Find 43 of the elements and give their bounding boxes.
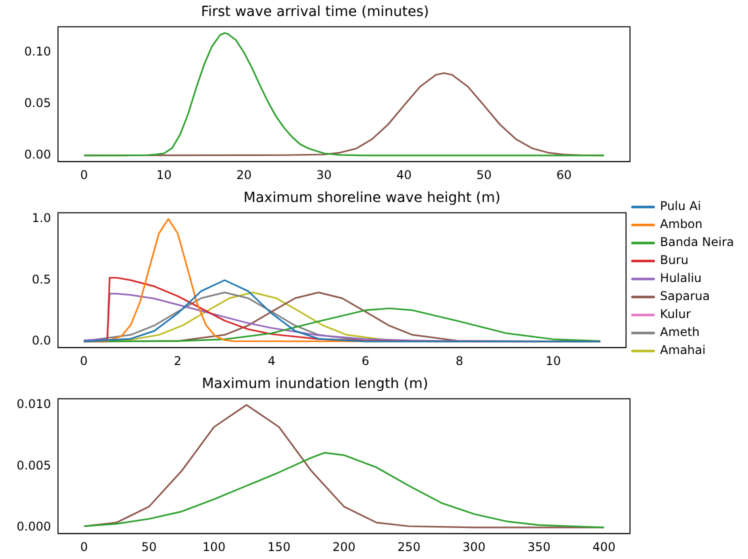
x-tick-label: 250 [398, 540, 420, 554]
legend-label: Hulaliu [660, 271, 702, 286]
x-tick-label: 10 [546, 354, 561, 368]
x-tick-label: 8 [456, 354, 464, 368]
y-tick-label: 1.0 [32, 211, 51, 226]
x-tick-label: 50 [141, 540, 157, 554]
legend-label: Banda Neira [660, 235, 734, 250]
x-tick-label: 150 [268, 540, 290, 554]
x-tick-label: 10 [156, 168, 172, 182]
x-tick-label: 6 [362, 354, 370, 368]
y-tick-label: 0.05 [24, 96, 51, 110]
x-tick-label: 100 [202, 540, 226, 554]
x-tick-label: 0 [80, 354, 88, 368]
y-tick-label: 0.005 [16, 458, 51, 472]
legend-label: Saparua [660, 289, 710, 304]
x-tick-label: 20 [236, 168, 252, 182]
x-tick-label: 50 [476, 168, 492, 182]
legend-label: Amahai [660, 343, 706, 358]
x-tick-label: 300 [462, 540, 486, 554]
y-tick-label: 0.00 [24, 148, 51, 162]
legend-label: Kulur [660, 307, 691, 322]
x-tick-label: 400 [592, 540, 616, 554]
y-tick-label: 0.5 [32, 272, 51, 286]
x-tick-label: 200 [332, 540, 356, 554]
x-tick-label: 0 [80, 168, 88, 182]
x-tick-label: 30 [316, 168, 332, 182]
chart-title: First wave arrival time (minutes) [201, 4, 429, 20]
legend-label: Buru [660, 253, 688, 268]
x-tick-label: 4 [268, 354, 276, 368]
x-tick-label: 2 [174, 354, 182, 368]
chart-title: Maximum shoreline wave height (m) [244, 190, 500, 206]
chart-title: Maximum inundation length (m) [202, 376, 428, 392]
legend-label: Ameth [660, 325, 700, 340]
x-tick-label: 40 [396, 168, 412, 182]
legend-label: Pulu Ai [660, 199, 701, 214]
y-tick-label: 0.010 [16, 397, 51, 412]
y-tick-label: 0.10 [24, 44, 51, 59]
legend-label: Ambon [660, 217, 703, 232]
y-tick-label: 0.000 [16, 520, 51, 534]
x-tick-label: 0 [80, 540, 88, 554]
x-tick-label: 60 [556, 168, 572, 182]
y-tick-label: 0.0 [32, 334, 51, 348]
x-tick-label: 350 [528, 540, 550, 554]
